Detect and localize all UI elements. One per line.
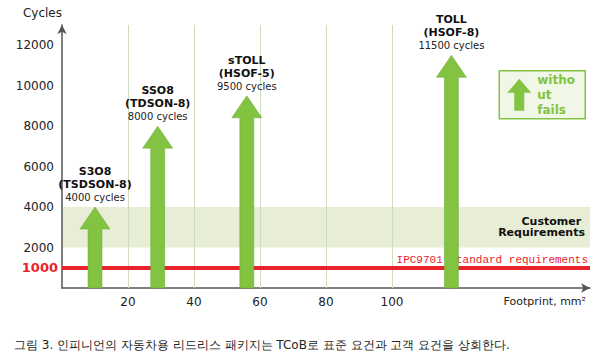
svg-text:(HSOF-8): (HSOF-8)	[423, 26, 479, 39]
svg-text:8000 cycles: 8000 cycles	[128, 111, 188, 122]
svg-text:4000: 4000	[23, 200, 54, 214]
svg-text:4000 cycles: 4000 cycles	[65, 192, 125, 203]
svg-text:fails: fails	[537, 103, 566, 117]
svg-text:그림 3. 인피니언의 자동차용 리드리스 패키지는 TCo: 그림 3. 인피니언의 자동차용 리드리스 패키지는 TCoB로 표준 요건과 …	[14, 338, 510, 352]
svg-text:sTOLL: sTOLL	[228, 54, 265, 67]
svg-text:80: 80	[318, 295, 333, 309]
svg-text:6000: 6000	[23, 160, 54, 174]
svg-text:20: 20	[120, 295, 135, 309]
svg-text:ut: ut	[537, 88, 555, 102]
svg-text:IPC9701 standard requirements: IPC9701 standard requirements	[397, 254, 588, 266]
svg-text:Requirements: Requirements	[498, 226, 585, 239]
svg-text:(TDSON-8): (TDSON-8)	[125, 97, 190, 110]
svg-text:S3O8: S3O8	[79, 165, 112, 178]
svg-text:60: 60	[252, 295, 267, 309]
svg-text:witho: witho	[537, 73, 575, 87]
svg-text:11500 cycles: 11500 cycles	[418, 40, 484, 51]
svg-text:Customer: Customer	[521, 215, 585, 229]
svg-text:10000: 10000	[16, 79, 54, 93]
svg-text:100: 100	[381, 295, 404, 309]
svg-text:12000: 12000	[16, 38, 54, 52]
svg-text:1000: 1000	[22, 260, 58, 275]
svg-text:(HSOF-5): (HSOF-5)	[219, 67, 275, 80]
svg-text:SSO8: SSO8	[142, 84, 174, 97]
svg-text:Footprint, mm²: Footprint, mm²	[504, 295, 586, 308]
svg-text:9500 cycles: 9500 cycles	[217, 81, 277, 92]
svg-text:8000: 8000	[23, 119, 54, 133]
svg-text:2000: 2000	[23, 241, 54, 255]
svg-text:(TSDSON-8): (TSDSON-8)	[58, 178, 131, 191]
svg-text:TOLL: TOLL	[436, 13, 467, 26]
svg-text:Cycles: Cycles	[23, 6, 62, 20]
svg-text:40: 40	[186, 295, 201, 309]
